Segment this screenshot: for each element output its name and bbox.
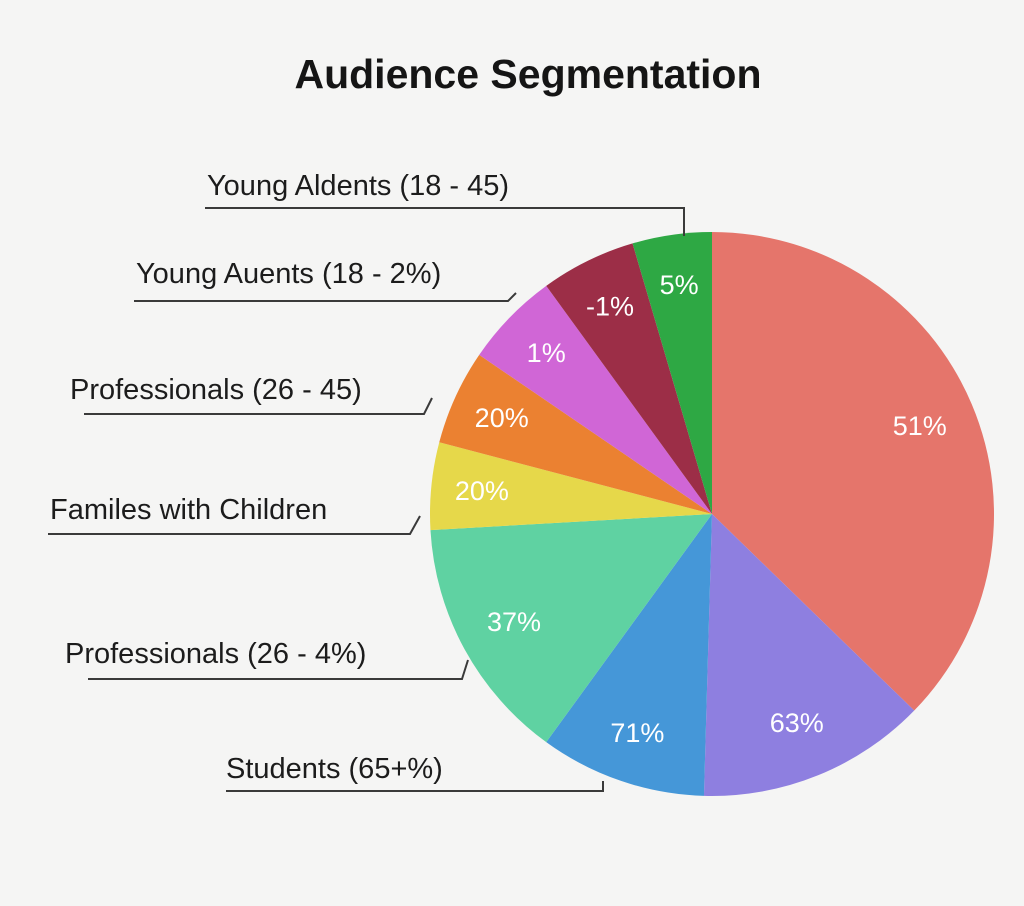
- slice-value-label-4: 37%: [487, 607, 541, 637]
- leader-line-6: [226, 781, 604, 792]
- pie-slice-7: [479, 285, 712, 514]
- outer-labels: Young Aldents (18 - 45) Young Auents (18 …: [50, 170, 509, 785]
- leader-line-4: [48, 515, 421, 535]
- pie-slice-1: [712, 231, 995, 711]
- leader-line-5: [88, 659, 469, 680]
- outer-label-1: Young Aldents (18 - 45): [207, 170, 509, 202]
- leader-line-1: [205, 207, 685, 236]
- pie-slice-5: [429, 442, 712, 531]
- outer-label-2: Young Auents (18 - 2%): [136, 258, 441, 290]
- pie-slice-6: [439, 354, 712, 514]
- pie-slice-9: [632, 232, 712, 514]
- outer-label-3: Professionals (26 - 45): [70, 374, 362, 406]
- outer-label-6: Students (65+%): [226, 753, 443, 785]
- leader-line-2: [134, 292, 517, 302]
- slice-value-label-8: -1%: [586, 292, 634, 322]
- slice-value-label-2: 63%: [770, 708, 824, 738]
- leader-lines: [48, 207, 685, 792]
- pie-slice-3: [546, 514, 712, 796]
- outer-label-5: Professionals (26 - 4%): [65, 638, 366, 670]
- slice-value-label-3: 71%: [610, 718, 664, 748]
- slice-value-label-5: 20%: [455, 476, 509, 506]
- slice-value-label-7: 1%: [527, 338, 566, 368]
- slice-value-label-1: 51%: [893, 411, 947, 441]
- pie-slice-labels: 51% 63% 71% 37% 20% 20% 1% -1% 5%: [455, 270, 947, 748]
- pie-slice-2: [703, 514, 915, 796]
- leader-line-3: [84, 397, 433, 415]
- pie-slices: [429, 231, 995, 796]
- slice-value-label-9: 5%: [660, 270, 699, 300]
- chart-title: Audience Segmentation: [294, 51, 761, 97]
- pie-slice-4: [430, 514, 712, 743]
- slice-value-label-6: 20%: [475, 403, 529, 433]
- outer-label-4: Familes with Children: [50, 494, 327, 526]
- pie-slice-8: [546, 243, 712, 515]
